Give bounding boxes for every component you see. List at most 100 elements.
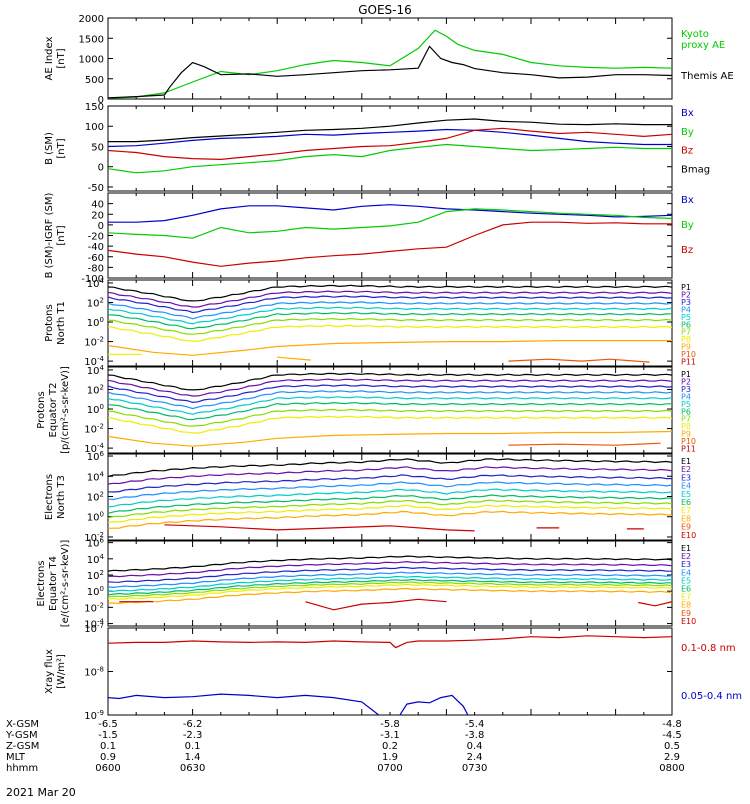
x-row-value: 0.1 — [185, 741, 201, 752]
legend-entry: Kyoto — [681, 29, 709, 40]
legend-entry: P3 — [681, 385, 691, 394]
channel-line-6 — [108, 494, 672, 514]
legend-entry: P2 — [681, 377, 691, 386]
legend-entry: E6 — [681, 498, 691, 507]
legend-entry: P9 — [681, 343, 691, 352]
y-axis-label: [e/(cm²-s-sr-keV)] — [60, 540, 71, 628]
y-tick-label: 104 — [87, 553, 105, 566]
channel-line-4 — [108, 571, 672, 589]
panel-ee: 10-4 10-2 100 102 104 106 Electrons Equator T4[… — [36, 537, 696, 631]
channel-line-5 — [108, 396, 672, 415]
series-line-4 — [108, 118, 672, 143]
y-tick-label: -50 — [88, 183, 104, 194]
channel-line-3 — [108, 474, 672, 493]
series-group — [108, 284, 672, 363]
legend-entry: P6 — [681, 407, 691, 416]
y-axis-label: Xray flux — [44, 649, 55, 694]
y-tick-label: 50 — [91, 142, 104, 153]
legend-entry: E9 — [681, 609, 691, 618]
legend-entry: P6 — [681, 320, 691, 329]
y-tick-label: 106 — [87, 450, 105, 463]
legend-entry: P11 — [681, 358, 696, 367]
y-tick-label: 102 — [87, 296, 104, 309]
y-tick-label: -20 — [88, 232, 104, 243]
series-line-3 — [108, 221, 672, 267]
y-tick-label: 104 — [87, 364, 105, 377]
y-tick-label: 10-8 — [84, 666, 104, 679]
y-tick-label: 104 — [87, 470, 105, 483]
legend: 0.1-0.8 nm 0.05-0.4 nm — [681, 643, 742, 702]
y-axis-label: Protons — [36, 391, 47, 428]
channel-line-8 — [108, 324, 672, 342]
legend-entry: 0.05-0.4 nm — [681, 691, 742, 702]
series-line-2 — [108, 693, 380, 715]
channel-line-7 — [108, 317, 672, 335]
channel-line-2 — [108, 466, 672, 485]
y-tick-label: 102 — [87, 569, 104, 582]
legend-entry: E5 — [681, 490, 691, 499]
channel-line-4 — [108, 390, 672, 410]
y-axis-label: [W/m²] — [56, 654, 67, 689]
legend-entry: E1 — [681, 457, 691, 466]
x-row-value: -2.3 — [183, 730, 203, 741]
panel-pe: 10-4 10-2 100 102 104 Protons Equator T2 [p/(cm… — [36, 364, 696, 455]
x-row-value: 0.9 — [100, 752, 116, 763]
panel-frame — [107, 192, 673, 279]
y-tick-label: 104 — [87, 277, 105, 290]
channel-line-7 — [108, 408, 672, 427]
legend-entry: E7 — [681, 593, 691, 602]
channel-line-4 — [108, 301, 672, 320]
legend-entry: E5 — [681, 576, 691, 585]
series-line-2 — [108, 143, 672, 174]
y-axis-label: [nT] — [56, 225, 67, 245]
legend-entry: Themis AE — [680, 71, 734, 82]
fragment-line-1 — [164, 524, 475, 532]
channel-line-7 — [108, 499, 672, 519]
channel-line-8 — [108, 504, 672, 524]
legend-entry: E2 — [681, 552, 691, 561]
x-row-value: -4.8 — [662, 719, 682, 730]
legend-entry: P11 — [681, 445, 696, 454]
channel-line-6 — [108, 578, 672, 596]
legend-entry: P10 — [681, 437, 696, 446]
series-line-2 — [108, 208, 672, 239]
legend-entry: E4 — [681, 568, 691, 577]
legend-entry: E3 — [681, 473, 691, 482]
series-line-1 — [108, 204, 672, 223]
y-tick-label: 1000 — [79, 55, 104, 66]
y-tick-label: 10-4 — [84, 355, 104, 368]
y-tick-label: 0 — [98, 221, 104, 232]
x-row-value: 0.4 — [467, 741, 483, 752]
x-row-value: 0700 — [377, 763, 402, 774]
legend-entry: Bz — [681, 146, 693, 157]
legend-entry: proxy AE — [681, 40, 725, 51]
series-group — [108, 458, 672, 532]
panel-xray: 10-9 10-8 10-7 Xray flux [W/m²] 0.1-0.8 nm 0.0… — [44, 622, 742, 722]
x-row-label: Z-GSM — [6, 741, 39, 752]
y-tick-label: 40 — [91, 200, 104, 211]
legend-entry: P4 — [681, 305, 691, 314]
series-line-1 — [108, 635, 672, 649]
series-group — [108, 555, 672, 611]
series-line-3 — [399, 694, 469, 715]
legend-entry: P5 — [681, 313, 691, 322]
x-row-value: 0800 — [659, 763, 684, 774]
y-tick-label: 10-4 — [84, 618, 104, 631]
legend-entry: E2 — [681, 465, 691, 474]
fragment-line-2 — [508, 442, 661, 446]
y-tick-label: 10-2 — [84, 531, 104, 544]
x-row-value: -6.2 — [183, 719, 203, 730]
channel-line-2 — [108, 290, 672, 308]
y-tick-label: 10-2 — [84, 336, 104, 349]
y-tick-label: 2000 — [79, 14, 104, 25]
legend-entry: E9 — [681, 523, 691, 532]
x-row-value: -3.1 — [380, 730, 400, 741]
x-row-value: -5.8 — [380, 719, 400, 730]
legend-entry: By — [681, 127, 694, 138]
y-axis-label: Equator T4 — [48, 556, 59, 611]
panel-pn: 10-4 10-2 100 102 104 Protons North T1 P1P2P3P4… — [44, 277, 696, 368]
x-row-value: 0.1 — [100, 741, 116, 752]
